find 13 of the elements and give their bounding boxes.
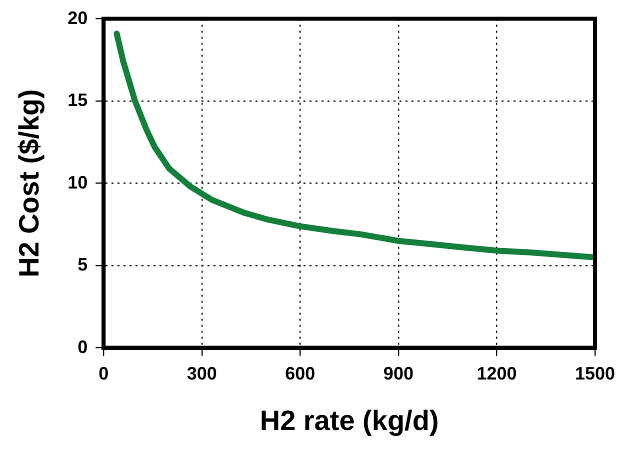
y-tick-label: 15 <box>68 90 88 110</box>
x-tick-label: 1200 <box>476 364 517 384</box>
x-tick-label: 300 <box>186 364 217 384</box>
x-tick-label: 900 <box>383 364 414 384</box>
x-tick-label: 600 <box>285 364 316 384</box>
y-tick-label: 20 <box>68 8 88 28</box>
y-axis-title: H2 Cost ($/kg) <box>14 89 45 278</box>
x-axis-title: H2 rate (kg/d) <box>260 404 439 436</box>
x-tick-label: 0 <box>98 364 109 384</box>
x-tick-label: 1500 <box>574 364 616 384</box>
y-tick-label: 10 <box>68 172 88 192</box>
y-tick-label: 0 <box>78 336 88 357</box>
y-tick-label: 5 <box>78 254 88 275</box>
